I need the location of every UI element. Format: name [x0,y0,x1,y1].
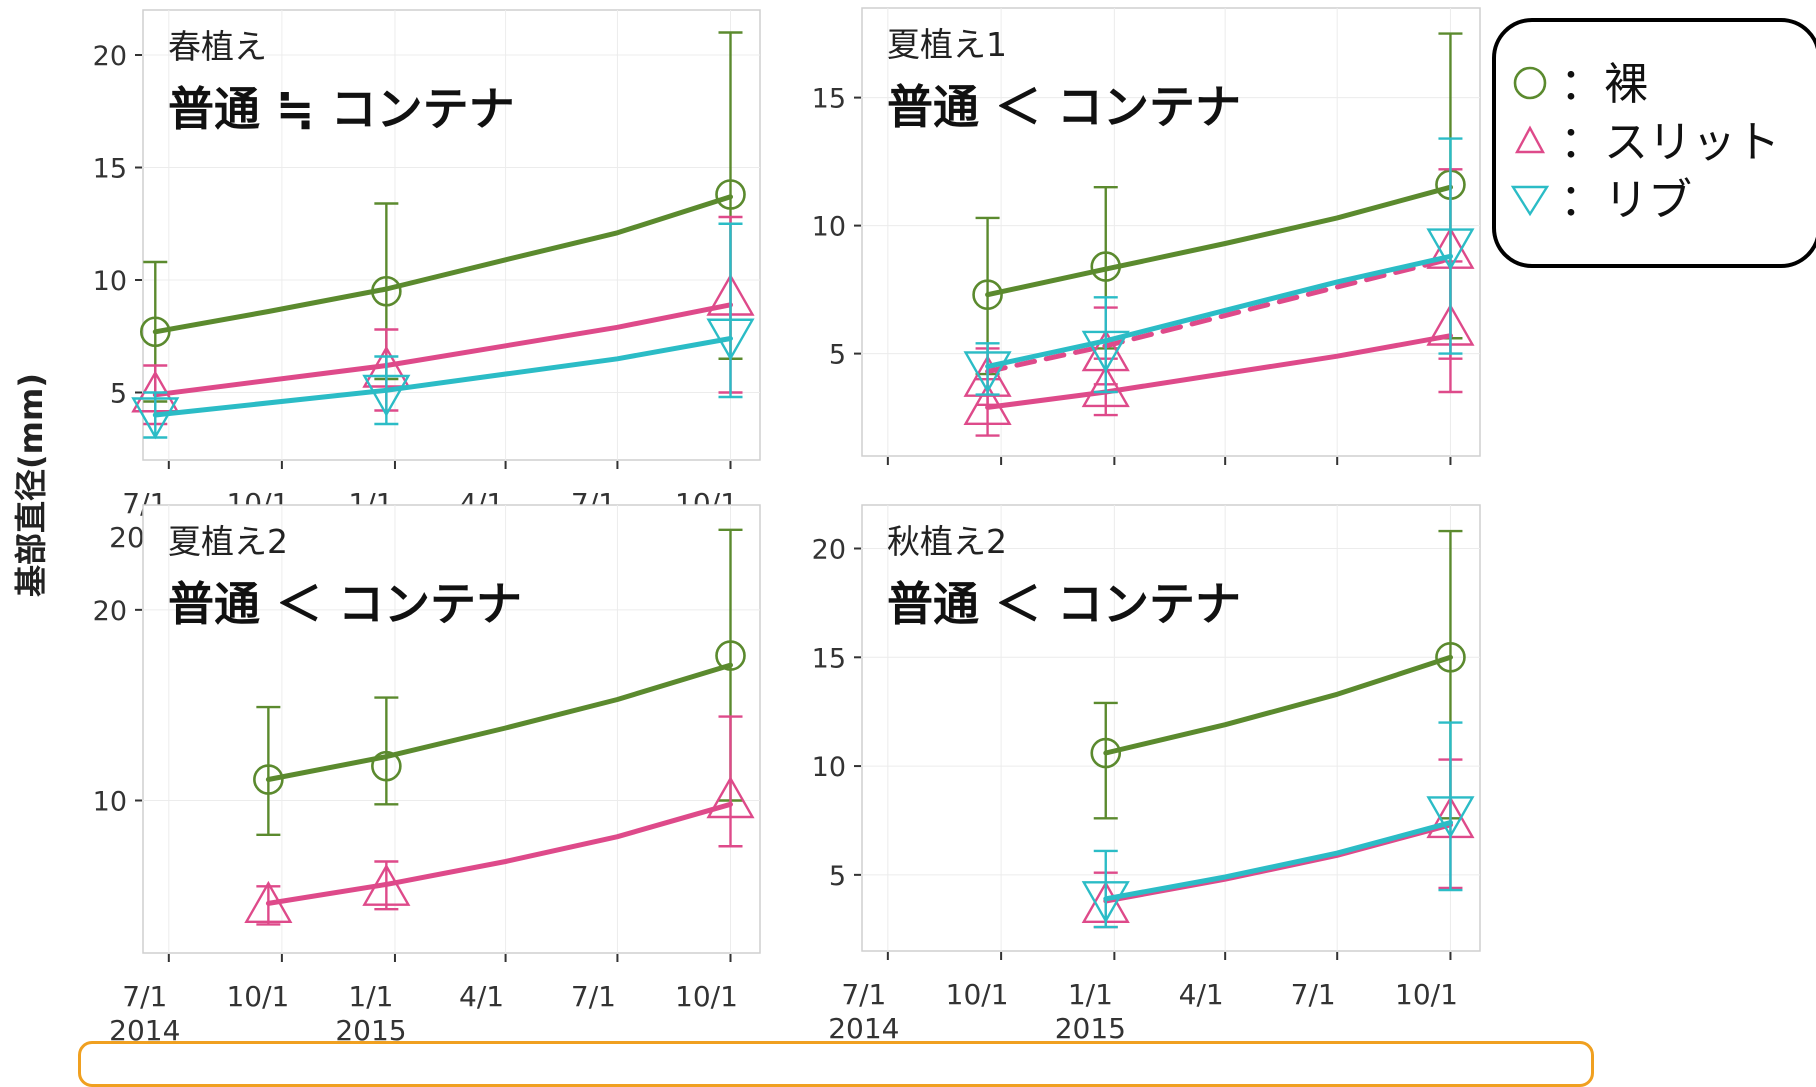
y-tick-label: 5 [829,340,846,371]
fit-line-slit [985,256,1453,374]
panel-background [861,504,1481,952]
x-tick-label: 7/1 [122,980,167,1013]
bottom-callout-edge [78,1041,1594,1087]
series-rib [131,222,755,440]
legend-label-rib: ：リブ [1560,175,1692,226]
chart-figure: 基部直径(mm) 51015207/1201410/11/120154/17/1… [12,7,1816,1047]
legend-triangle-down-icon [1510,185,1550,217]
data-point-rib [1081,330,1130,373]
y-tick-label: 5 [110,379,127,410]
x-tick-label: 4/1 [1179,978,1224,1011]
data-point-bare [972,279,1003,311]
data-point-bare [1090,251,1122,282]
fit-line-bare [1103,654,1453,756]
fit-line-rib [985,253,1453,369]
panel-title: 春植え [168,27,267,66]
panel-title: 夏植え1 [887,25,1007,64]
fit-line-rib [1103,820,1453,902]
data-point-bare [371,750,402,782]
data-point-rib [963,351,1012,394]
data-point-rib [1081,881,1130,924]
data-point-rib [706,318,755,361]
panel-background [142,504,761,954]
data-point-bare [1090,737,1122,769]
fit-line-slit [152,302,733,398]
x-tick-label: 10/1 [226,980,289,1013]
panel-background [861,7,1481,457]
data-point-bare [371,275,402,307]
x-tick-label: 1/1 [348,980,393,1013]
panel-note: 普通 ＜ コンテナ [887,577,1241,631]
series-bare [253,528,746,837]
data-point-bare [139,316,171,348]
y-tick-label: 20 [93,596,127,627]
data-point-rib [362,374,411,417]
x-tick-year-label: 2015 [1055,1012,1126,1045]
panel-note: 普通 ＜ コンテナ [168,577,522,631]
panel-note: 普通 ≒ コンテナ [168,82,515,136]
panel-note: 普通 ＜ コンテナ [887,80,1241,134]
data-point-bare [715,179,746,210]
data-point-rib [1426,796,1475,839]
data-point-rib [1426,228,1475,271]
data-point-bare [253,764,284,795]
x-tick-label: 1/1 [1068,978,1113,1011]
y-tick-label: 10 [93,266,127,297]
data-point-slit [362,863,411,906]
legend-label-bare: ：裸 [1560,59,1648,110]
x-tick-label: 10/1 [946,978,1009,1011]
panel-title: 秋植え2 [887,522,1007,561]
fit-line-bare [152,194,733,335]
y-tick-label: 10 [93,786,127,817]
legend-label-slit: ：スリット [1560,117,1780,168]
y-tick-label: 15 [93,154,127,185]
x-tick-label: 7/1 [841,978,886,1011]
series-slit [244,715,755,926]
panels: 51015207/1201410/11/120154/17/110/1春植え普通… [93,7,1481,1047]
data-point-slit [1081,365,1130,408]
data-point-bare [1435,641,1466,673]
fit-line-bare [265,662,733,782]
x-tick-label: 7/1 [1291,978,1336,1011]
x-tick-year-label: 2014 [828,1012,899,1045]
y-tick-label: 20 [93,41,127,72]
series-rib [963,137,1475,396]
fit-line-slit [985,333,1453,410]
y-tick-label: 15 [812,84,846,115]
data-point-slit [244,880,293,924]
legend-triangle-up-icon [1514,125,1546,154]
x-tick-label: 10/1 [1395,978,1458,1011]
y-tick-label: 15 [812,643,846,674]
data-point-bare [715,640,746,671]
x-tick-label: 10/1 [675,980,738,1013]
panel-1: 51015207/1201410/11/120154/17/110/1春植え普通… [93,9,761,554]
y-tick-label: 10 [812,752,846,783]
fit-line-bare [985,184,1453,298]
fit-line-rib [152,336,733,418]
data-point-rib [131,397,180,440]
data-point-slit [706,776,755,819]
legend-circle-icon [1513,66,1547,100]
y-tick-label: 20 [812,535,846,566]
fit-line-slit [265,801,733,906]
series-rib [1081,721,1475,929]
legend-box [1492,18,1816,268]
data-point-slit [963,382,1012,426]
y-axis-label: 基部直径(mm) [12,373,50,597]
x-tick-label: 4/1 [459,980,504,1013]
panel-2: 5 10 15 夏植え1 普通 ＜ コンテナ [812,7,1481,465]
panel-title: 夏植え2 [168,522,288,561]
x-tick-label: 7/1 [571,980,616,1013]
y-tick-label: 5 [829,861,846,892]
legend: ：裸 ：スリット ：リブ [1492,18,1816,268]
y-tick-label: 10 [812,212,846,243]
